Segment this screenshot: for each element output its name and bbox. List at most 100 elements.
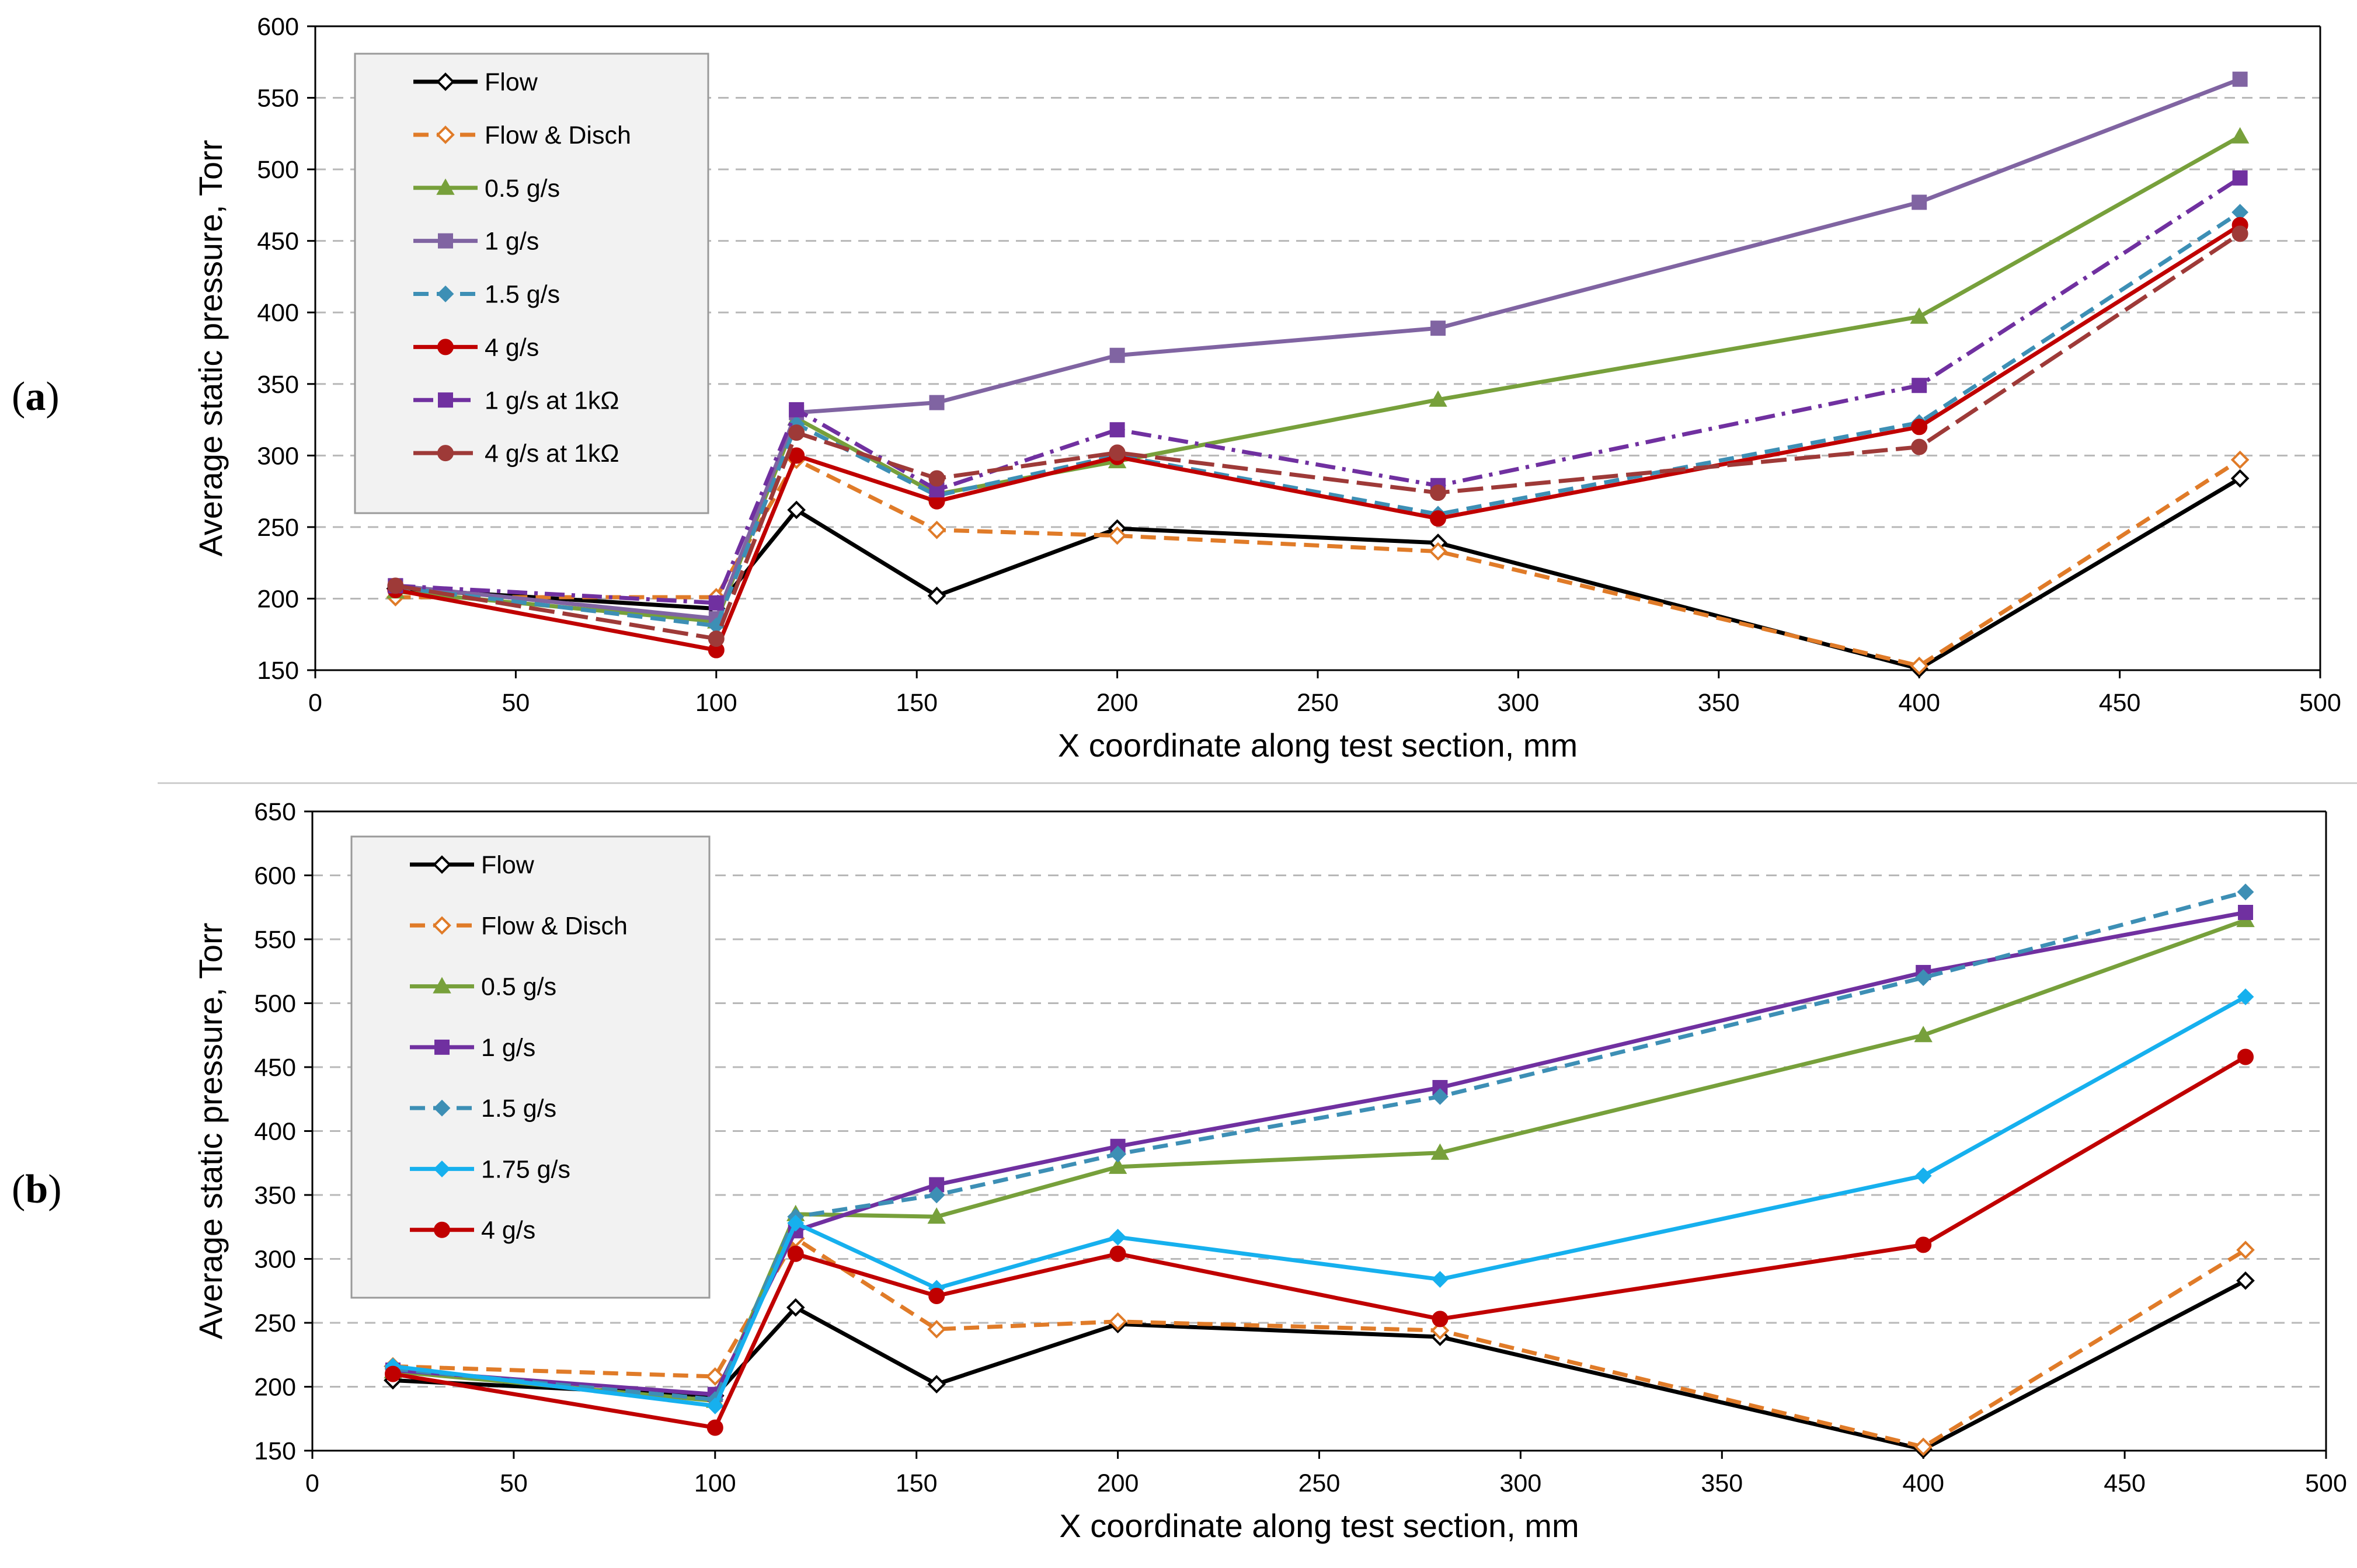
a-point-1-g-s [1912, 194, 1927, 210]
a-y-tick-label: 400 [257, 299, 299, 327]
a-point-flow-disch [2230, 450, 2250, 469]
b-legend-box [350, 835, 711, 1299]
b-line-4-g-s [392, 1055, 2247, 1430]
b-x-axis-title: X coordinate along test section, mm [1059, 1507, 1579, 1544]
a-point-flow [2230, 469, 2250, 488]
b-point-1-5-g-s [1109, 1145, 1127, 1163]
a-point-4-g-s-at-1k [1430, 485, 1447, 501]
a-point-4-g-s-at-1k [1911, 438, 1928, 455]
a-legend-marker [437, 445, 454, 462]
a-x-tick-label: 400 [1898, 689, 1940, 717]
b-y-tick-label: 350 [254, 1182, 296, 1210]
a-point-1-g-s-at-1k [1912, 378, 1927, 393]
b-x-tick-label: 250 [1298, 1469, 1341, 1497]
b-legend-label: 4 g/s [481, 1217, 535, 1245]
b-legend-marker [433, 916, 451, 935]
b-point-1-5-g-s [1914, 969, 1932, 987]
b-x-tick-label: 350 [1701, 1469, 1743, 1497]
a-x-tick-label: 450 [2099, 689, 2141, 717]
b-line-flow [392, 1278, 2247, 1452]
a-x-axis-title: X coordinate along test section, mm [1058, 727, 1578, 764]
b-point-flow-disch [2236, 1241, 2255, 1259]
b-x-tick-label: 100 [694, 1469, 736, 1497]
b-y-tick-label: 200 [254, 1374, 296, 1402]
b-point-1-5-g-s [2237, 883, 2254, 901]
a-legend-box [354, 53, 709, 514]
a-point-1-g-s-at-1k [1109, 422, 1125, 438]
b-point-4-g-s [2237, 1048, 2254, 1065]
b-point-0-5-g-s [927, 1207, 946, 1224]
b-x-tick-label: 150 [896, 1469, 938, 1497]
b-y-tick-label: 400 [254, 1118, 296, 1146]
a-x-tick-label: 100 [695, 689, 737, 717]
b-x-tick-label: 400 [1902, 1469, 1944, 1497]
a-line-1-5-g-s [395, 210, 2241, 628]
b-point-flow [786, 1298, 805, 1317]
b-y-tick-label: 150 [254, 1437, 296, 1465]
a-line-1-g-s-at-1k [395, 176, 2241, 605]
a-point-4-g-s-at-1k [2231, 225, 2248, 242]
b-legend-marker [434, 1039, 450, 1055]
a-x-tick-label: 150 [896, 689, 938, 717]
a-legend-label: Flow & Disch [485, 121, 631, 149]
a-point-0-5-g-s [2230, 127, 2250, 144]
b-point-1-5-g-s [928, 1186, 945, 1204]
a-point-0-5-g-s [1429, 390, 1447, 407]
a-point-flow-disch [1108, 526, 1127, 545]
a-series-4-g-s-at-1k [387, 225, 2248, 647]
b-point-flow-disch [705, 1367, 725, 1386]
a-point-flow [787, 500, 806, 520]
a-y-tick-label: 200 [257, 585, 299, 613]
a-x-tick-label: 350 [1698, 689, 1740, 717]
b-y-tick-label: 450 [254, 1054, 296, 1082]
a-legend-label: 4 g/s at 1kΩ [485, 440, 619, 468]
a-point-4-g-s [1430, 510, 1447, 527]
a-line-1-g-s [395, 77, 2241, 621]
a-point-1-g-s [1430, 320, 1446, 336]
b-point-4-g-s [384, 1365, 401, 1382]
a-legend-label: Flow [485, 68, 538, 96]
b-point-0-5-g-s [1914, 1026, 1933, 1043]
a-y-tick-label: 550 [257, 85, 299, 113]
b-point-flow-disch [1914, 1437, 1933, 1457]
a-legend-marker [436, 72, 455, 91]
a-legend-marker [436, 126, 455, 144]
b-point-4-g-s [1915, 1236, 1932, 1253]
b-legend-marker [434, 1221, 450, 1238]
b-y-axis-title: Average static pressure, Torr [192, 923, 229, 1340]
b-point-4-g-s [706, 1419, 723, 1436]
b-x-tick-label: 0 [305, 1469, 319, 1497]
a-point-flow-disch [1910, 656, 1929, 675]
a-point-0-5-g-s [1910, 307, 1928, 324]
b-point-flow-disch [1108, 1312, 1127, 1331]
a-line-4-g-s-at-1k [395, 232, 2241, 641]
a-x-tick-label: 200 [1096, 689, 1139, 717]
a-line-flow-disch [395, 458, 2241, 668]
a-legend: Flow Flow & Disch 0.5 g/s 1 g/s 1.5 g/s 4 g/s… [354, 53, 709, 514]
b-point-1-g-s [2238, 905, 2254, 921]
chart-a: 150 200 250 300 350 400 450 500 550 600 0 50 100 150 2… [192, 13, 2341, 764]
a-point-1-g-s-at-1k [789, 402, 805, 417]
a-legend-marker [438, 392, 453, 408]
a-point-flow-disch [927, 520, 946, 539]
b-line-1-5-g-s [392, 890, 2246, 1402]
b-legend-label: 1.5 g/s [481, 1095, 556, 1123]
b-legend-marker [433, 855, 451, 874]
b-point-1-75-g-s [1432, 1271, 1449, 1288]
a-y-tick-label: 500 [257, 156, 299, 184]
b-point-1-5-g-s [1432, 1088, 1449, 1105]
b-x-tick-label: 50 [500, 1469, 528, 1497]
b-x-tick-label: 450 [2104, 1469, 2146, 1497]
a-x-tick-label: 300 [1498, 689, 1540, 717]
a-point-4-g-s-at-1k [387, 577, 404, 594]
b-legend-marker [433, 1099, 451, 1117]
b-point-1-75-g-s [1109, 1228, 1127, 1246]
a-point-1-g-s-at-1k [2232, 170, 2248, 186]
a-legend-marker [436, 178, 455, 195]
b-legend-label: 0.5 g/s [481, 973, 556, 1001]
a-y-tick-label: 600 [257, 13, 299, 41]
a-line-4-g-s [395, 223, 2241, 653]
a-point-4-g-s [1911, 419, 1928, 435]
a-point-1-g-s [2232, 71, 2248, 87]
